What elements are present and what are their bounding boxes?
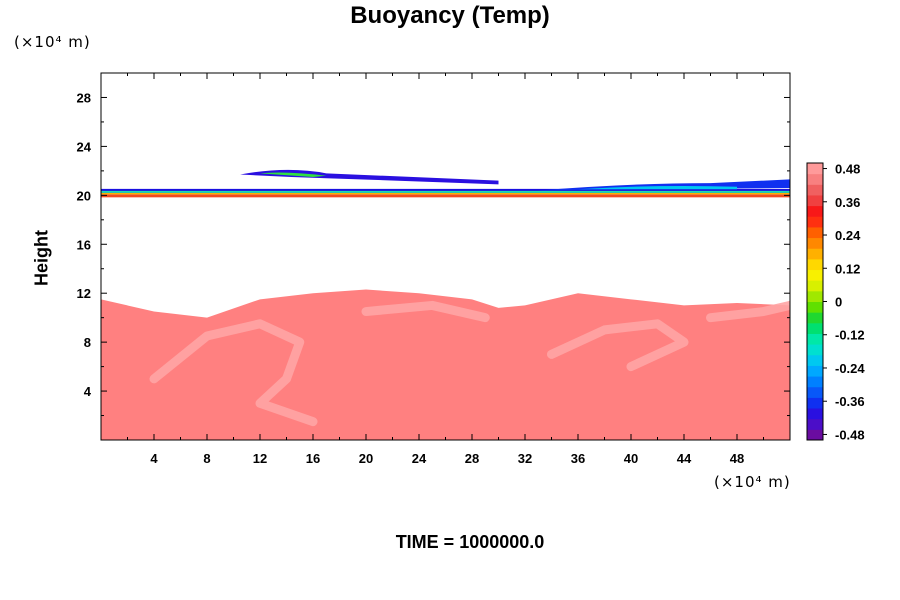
x-tick-label: 36: [571, 451, 585, 466]
time-label: TIME = 1000000.0: [395, 532, 545, 552]
colorbar-segment: [807, 312, 823, 324]
colorbar-segment: [807, 280, 823, 292]
y-tick-label: 16: [77, 237, 91, 252]
colorbar-segment: [807, 365, 823, 377]
x-tick-label: 48: [730, 451, 744, 466]
warm-swirl: [547, 319, 689, 372]
colorbar: 0.48 0.36 0.24 0.12 0 -0.12 -0.24 -0.36 -0.48: [806, 162, 865, 442]
colorbar-segment: [807, 205, 823, 217]
colorbar-segment: [807, 216, 823, 228]
x-tick-label: 44: [677, 451, 692, 466]
colorbar-label: 0.24: [835, 228, 861, 243]
cold-filament-cyan: [578, 185, 737, 190]
colorbar-segment: [807, 376, 823, 388]
x-tick-label: 16: [306, 451, 320, 466]
colorbar-segment: [807, 333, 823, 345]
colorbar-label: -0.36: [835, 394, 865, 409]
x-axis: 4 8 12 16 20 24 28 32 36 40 44 48: [127, 73, 764, 466]
y-tick-label: 24: [77, 139, 92, 154]
x-tick-label: 32: [518, 451, 532, 466]
colorbar-segment: [807, 408, 823, 420]
inversion-red-band: [101, 194, 790, 198]
cold-filament-green: [260, 172, 327, 177]
colorbar-label: 0.36: [835, 195, 860, 210]
colorbar-label: 0: [835, 295, 842, 310]
warm-swirl: [149, 319, 318, 427]
x-tick-label: 28: [465, 451, 479, 466]
cold-filament-left: [240, 169, 499, 185]
y-tick-label: 12: [77, 286, 91, 301]
y-axis: 4 8 12 16 20 24 28: [77, 90, 790, 417]
colorbar-segment: [807, 354, 823, 366]
colorbar-label: 0.12: [835, 261, 860, 276]
colorbar-segment: [807, 237, 823, 249]
colorbar-segment: [807, 322, 823, 334]
chart-title: Buoyancy (Temp): [350, 2, 550, 29]
colorbar-segment: [807, 226, 823, 239]
colorbar-segment: [807, 301, 823, 313]
cold-band-cyan: [101, 190, 790, 193]
colorbar-segment: [807, 397, 823, 409]
colorbar-segment: [807, 194, 823, 207]
colorbar-segment: [807, 163, 823, 175]
colorbar-segment: [807, 386, 823, 398]
colorbar-segment: [807, 429, 823, 441]
x-tick-label: 8: [203, 451, 210, 466]
plot-area: [101, 169, 790, 440]
y-axis-unit: (×10⁴ m): [14, 33, 91, 51]
colorbar-label: -0.24: [835, 361, 865, 376]
colorbar-label: -0.48: [835, 427, 865, 442]
warm-swirl: [361, 300, 490, 323]
colorbar-label: 0.48: [835, 162, 860, 177]
y-tick-label: 8: [84, 335, 91, 350]
inversion-orange-band: [101, 192, 790, 195]
x-tick-label: 12: [253, 451, 267, 466]
colorbar-segment: [807, 173, 823, 185]
colorbar-label: -0.12: [835, 328, 865, 343]
colorbar-segment: [807, 290, 823, 302]
colorbar-segment: [807, 248, 823, 260]
x-tick-label: 20: [359, 451, 373, 466]
y-tick-label: 20: [77, 188, 91, 203]
colorbar-segment: [807, 418, 823, 430]
x-axis-unit: (×10⁴ m): [714, 473, 791, 491]
y-tick-label: 28: [77, 90, 91, 105]
x-tick-label: 24: [412, 451, 427, 466]
y-tick-label: 4: [84, 384, 92, 399]
colorbar-segment: [807, 269, 823, 281]
colorbar-segment: [807, 344, 823, 356]
warm-swirl: [706, 300, 790, 323]
x-tick-label: 4: [150, 451, 158, 466]
x-tick-label: 40: [624, 451, 638, 466]
colorbar-segment: [807, 184, 823, 196]
colorbar-segment: [807, 258, 823, 271]
